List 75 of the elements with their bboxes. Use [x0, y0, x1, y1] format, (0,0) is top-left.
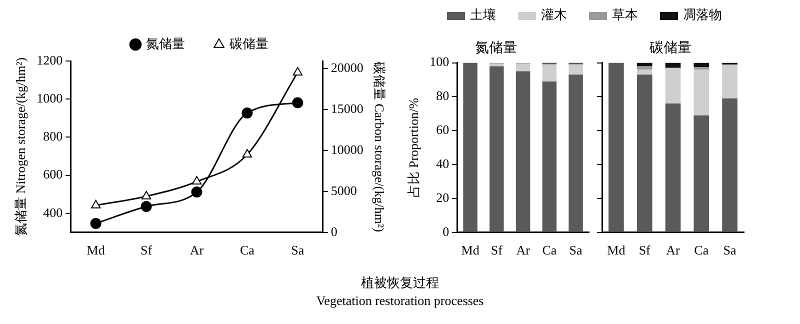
point [191, 186, 202, 198]
x-tick-label: Md [607, 242, 626, 258]
bar [694, 67, 710, 70]
x-tick-label: Ar [516, 242, 531, 258]
x-tick-label: Sa [723, 242, 737, 258]
bar [516, 64, 530, 72]
point [292, 97, 304, 108]
y-tick-label: 60 [436, 122, 450, 138]
legend-label: 土壤 [469, 6, 496, 24]
y-tick-label: 400 [43, 204, 63, 220]
y-tick-label: 1200 [36, 52, 63, 68]
y-tick-label: 1000 [36, 90, 63, 106]
point [242, 107, 253, 118]
bar [568, 64, 583, 75]
bar [694, 62, 710, 68]
point [140, 201, 152, 212]
y2-tick-label: 10000 [330, 142, 364, 157]
bar [636, 74, 652, 232]
point [292, 66, 302, 76]
y2-tick-label: 20000 [330, 60, 364, 75]
y-tick-label: 600 [43, 166, 63, 182]
y-tick-label: 20 [436, 190, 450, 205]
bar [665, 104, 681, 232]
bar [568, 74, 583, 232]
legend-label: 氮储量 [146, 36, 185, 51]
bar [608, 62, 624, 232]
bar [516, 71, 530, 232]
point [91, 200, 101, 208]
point [141, 190, 152, 200]
legend-label: 灌木 [540, 6, 567, 24]
x-tick-label: Sa [291, 242, 304, 258]
x-tick-label: Ca [542, 242, 557, 258]
x-tick-label: Md [461, 242, 480, 258]
x-axis-title: 植被恢复过程 Vegetation restoration processes [315, 274, 485, 310]
x-tick-label: Sa [569, 242, 583, 258]
y2-tick-label: 0 [330, 224, 338, 239]
bar [694, 70, 710, 116]
legend-label: 凋落物 [682, 6, 722, 24]
x-tick-label: Md [86, 242, 106, 258]
y-tick-label: 40 [436, 156, 450, 171]
y-tick-label: 800 [43, 128, 63, 144]
x-tick-label: Sf [140, 242, 153, 258]
bar [722, 98, 738, 232]
chart-title: 碳储量 [648, 40, 692, 56]
chart-title: 氮储量 [475, 40, 517, 56]
bar [665, 62, 681, 68]
bar [694, 115, 710, 232]
bar [463, 62, 478, 232]
point [192, 176, 202, 185]
y2-tick-label: 15000 [330, 100, 364, 116]
bar [636, 70, 652, 75]
bar [665, 68, 681, 104]
bar [636, 66, 652, 70]
x-tick-label: Ca [694, 242, 709, 258]
y2-axis-title: 碳储量 Carbon storage/(kg/hm²) [372, 60, 387, 232]
x-tick-label: Sf [638, 242, 652, 258]
x-tick-label: Sf [490, 242, 504, 258]
bar [490, 64, 504, 66]
x-tick-label: Ar [666, 242, 681, 258]
y2-tick-label: 5000 [330, 182, 357, 198]
point [242, 148, 252, 158]
bar [542, 81, 557, 232]
y-axis-title: 氮储量 Nitrogen storage/(kg/hm²) [13, 57, 28, 236]
bar [722, 64, 738, 98]
y-axis-title: 占比 Proportion/% [406, 98, 422, 198]
legend-label: 碳储量 [228, 36, 268, 51]
y-tick-label: 80 [436, 88, 450, 104]
bar [490, 66, 504, 232]
bar [542, 64, 557, 82]
legend-label: 草本 [611, 6, 638, 24]
y-tick-label: 0 [442, 224, 450, 239]
x-tick-label: Ca [240, 242, 255, 258]
x-tick-label: Ar [190, 242, 204, 258]
point [90, 218, 102, 229]
y-tick-label: 100 [430, 54, 450, 70]
